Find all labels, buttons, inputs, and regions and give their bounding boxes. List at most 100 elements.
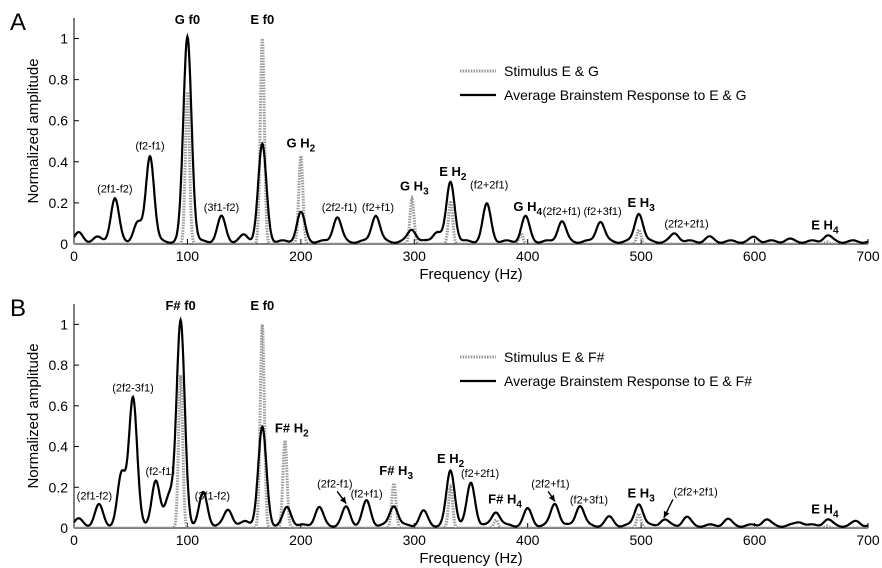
annotation-text: E H	[628, 195, 650, 210]
peak-annotation: (3f1-f2)	[204, 202, 239, 214]
y-tick-label: 0.2	[49, 479, 69, 495]
y-tick-label: 0	[60, 236, 68, 252]
legend-label-response: Average Brainstem Response to E & G	[504, 87, 747, 103]
panel-letter: A	[10, 9, 26, 36]
annotation-text: E f0	[250, 12, 274, 27]
y-tick-label: 0.6	[49, 398, 69, 414]
peak-annotation: E f0	[250, 12, 274, 27]
y-tick-label: 0.4	[49, 439, 69, 455]
peak-annotation: (2f2-f1)	[322, 202, 357, 214]
peak-annotation: (f2+3f1)	[570, 495, 608, 507]
annotation-subscript: 4	[536, 207, 542, 218]
annotation-text: F# H	[275, 420, 303, 435]
x-tick-label: 700	[856, 532, 880, 548]
x-tick-label: 600	[743, 532, 767, 548]
x-tick-label: 300	[403, 532, 427, 548]
annotation-subscript: 2	[310, 143, 316, 154]
stimulus-series-line	[74, 324, 868, 528]
x-tick-label: 400	[516, 532, 540, 548]
peak-annotation: E H2	[437, 451, 465, 470]
annotation-text: (2f2+f1)	[531, 478, 569, 490]
peak-annotation: G H4	[513, 199, 542, 218]
annotation-text: (f2+3f1)	[583, 206, 621, 218]
x-tick-label: 700	[856, 248, 880, 264]
annotation-text: (f2+2f1)	[470, 180, 508, 192]
y-axis-title: Normalized amplitude	[25, 343, 42, 488]
legend-label-stimulus: Stimulus E & G	[504, 63, 599, 79]
annotation-text: E H	[628, 485, 650, 500]
annotation-text: G H	[400, 179, 423, 194]
annotation-subscript: 4	[516, 500, 522, 511]
peak-annotation: (f2-f1)	[146, 466, 175, 478]
x-tick-label: 100	[176, 248, 200, 264]
y-axis-title: Normalized amplitude	[25, 58, 42, 203]
peak-annotation: (2f2+f1)	[543, 206, 581, 218]
annotation-text: E f0	[250, 298, 274, 313]
peak-annotation: (f2+3f1)	[583, 206, 621, 218]
annotation-subscript: 4	[833, 510, 839, 521]
annotation-subscript: 4	[833, 226, 839, 237]
x-tick-label: 0	[70, 248, 78, 264]
peak-annotation: (2f2+f1)	[531, 478, 569, 490]
peak-annotation: F# H3	[379, 463, 413, 482]
annotation-text: E H	[811, 218, 833, 233]
y-tick-label: 1	[60, 316, 68, 332]
annotation-text: F# H	[488, 492, 516, 507]
peak-annotation: F# f0	[165, 298, 195, 313]
y-tick-label: 0.8	[49, 72, 69, 88]
annotation-text: (2f2+2f1)	[664, 219, 708, 231]
response-series-line	[74, 316, 868, 528]
annotation-subscript: 3	[407, 471, 413, 482]
annotation-text: (3f1-f2)	[195, 490, 230, 502]
chart-panel-a: A 0 100 200 300 400 500 600 700 0 0.2 0.4 0.6 0.8 1 Fre…	[10, 9, 880, 283]
annotation-subscript: 2	[303, 428, 309, 439]
annotation-text: (2f1-f2)	[77, 490, 112, 502]
legend-label-response: Average Brainstem Response to E & F#	[504, 373, 752, 389]
annotation-text: G H	[513, 199, 536, 214]
response-series-line	[74, 32, 868, 244]
y-tick-label: 0.8	[49, 357, 69, 373]
annotation-text: E H	[811, 502, 833, 517]
y-tick-label: 0.6	[49, 113, 69, 129]
annotation-arrowhead	[340, 496, 347, 504]
peak-annotation: (f2+2f1)	[470, 180, 508, 192]
x-tick-label: 500	[629, 532, 653, 548]
legend-label-stimulus: Stimulus E & F#	[504, 349, 605, 365]
annotation-subscript: 3	[649, 493, 655, 504]
annotation-text: (2f2-f1)	[322, 202, 357, 214]
peak-annotation: (2f2-f1)	[317, 478, 352, 490]
annotation-arrowhead	[663, 510, 670, 518]
peak-annotation: (f2+2f1)	[461, 468, 499, 480]
annotation-text: (2f2+f1)	[543, 206, 581, 218]
annotation-text: (2f2+2f1)	[673, 486, 717, 498]
x-tick-label: 100	[176, 532, 200, 548]
annotation-subscript: 2	[461, 172, 467, 183]
peak-annotation: E H4	[811, 218, 839, 237]
x-axis-title: Frequency (Hz)	[419, 266, 522, 283]
annotation-text: (f2-f1)	[135, 140, 164, 152]
peak-annotation: (f2-f1)	[135, 140, 164, 152]
peak-annotation: E f0	[250, 298, 274, 313]
annotation-text: F# H	[379, 463, 407, 478]
annotation-text: (3f1-f2)	[204, 202, 239, 214]
peak-annotation: F# H4	[488, 492, 522, 511]
annotation-text: (2f2-3f1)	[112, 383, 154, 395]
annotation-text: (2f2-f1)	[317, 478, 352, 490]
y-tick-label: 0.2	[49, 195, 69, 211]
y-tick-label: 0.4	[49, 154, 69, 170]
peak-annotation: G f0	[175, 12, 200, 27]
peak-annotation: E H3	[628, 195, 656, 214]
peak-annotation: (2f1-f2)	[97, 184, 132, 196]
peak-annotation: F# H2	[275, 420, 309, 439]
y-tick-label: 0	[60, 520, 68, 536]
annotation-text: (f2+f1)	[362, 202, 394, 214]
x-axis-title: Frequency (Hz)	[419, 550, 522, 567]
annotation-text: F# f0	[165, 298, 195, 313]
annotation-subscript: 2	[459, 459, 465, 470]
peak-annotation: E H4	[811, 502, 839, 521]
x-tick-label: 500	[629, 248, 653, 264]
annotation-text: G H	[287, 135, 310, 150]
peak-annotation: (2f1-f2)	[77, 490, 112, 502]
x-tick-label: 200	[289, 248, 313, 264]
